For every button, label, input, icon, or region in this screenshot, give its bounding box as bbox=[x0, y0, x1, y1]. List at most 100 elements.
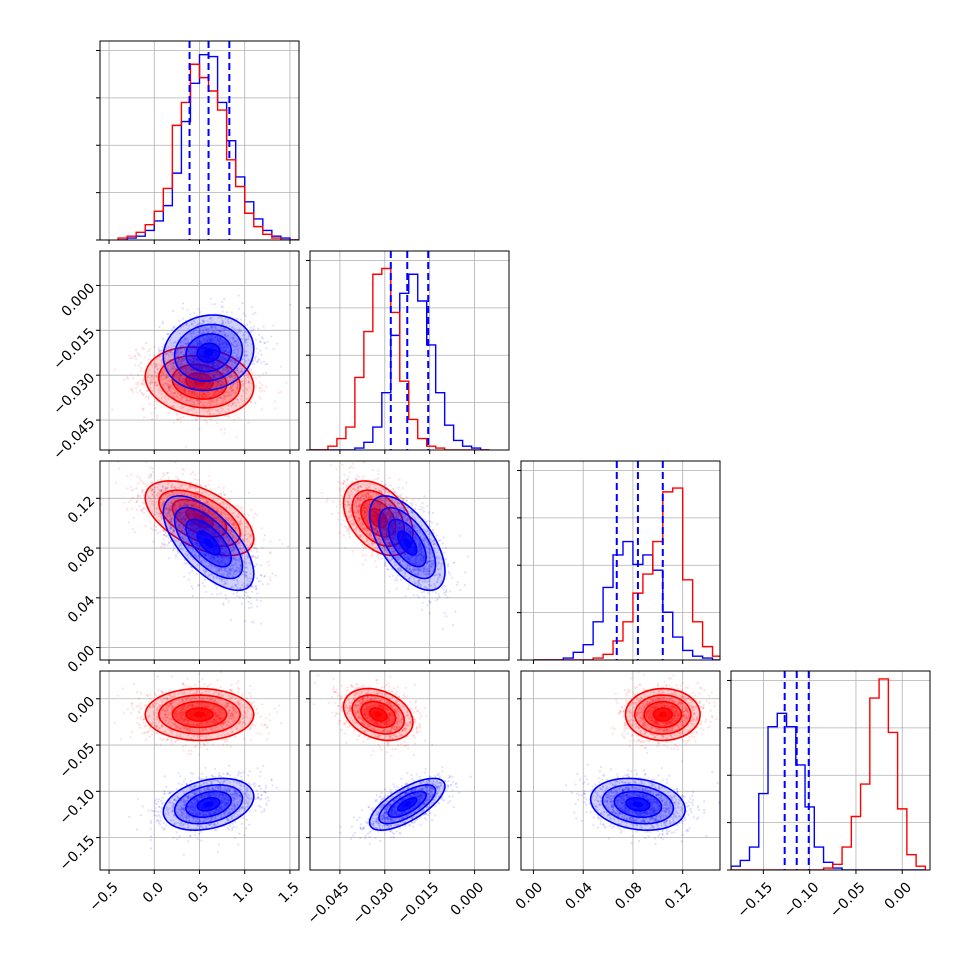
contour-red-0 bbox=[652, 707, 673, 722]
contour-red-1 bbox=[171, 700, 228, 729]
ticks-3-3 bbox=[727, 679, 903, 874]
density-fill-blue-4 bbox=[203, 537, 214, 549]
contour-red-3 bbox=[144, 346, 255, 418]
contour-blue-2 bbox=[173, 506, 244, 580]
contour-red-2 bbox=[157, 489, 242, 548]
x-tick-label-p0: −0.5 bbox=[86, 879, 121, 914]
contour-red-3 bbox=[342, 480, 414, 557]
x-tick-label-p2: 0.04 bbox=[563, 879, 596, 912]
x-tick-label-p2: 0.08 bbox=[612, 879, 645, 912]
x-tick-label-p3: −0.10 bbox=[781, 879, 823, 921]
ticks-0-0 bbox=[96, 49, 291, 244]
ticks-2-1 bbox=[306, 497, 476, 664]
hist-red-series bbox=[117, 63, 299, 240]
hist-blue-series bbox=[310, 273, 490, 450]
contour-blue-1 bbox=[185, 790, 233, 818]
scatter-panel-2-1 bbox=[310, 461, 509, 660]
contour-red-3 bbox=[144, 480, 255, 557]
y-tick-label-p3: −0.15 bbox=[57, 833, 99, 875]
contour-blue-2 bbox=[173, 783, 244, 825]
y-tick-label-p1: −0.015 bbox=[50, 325, 98, 373]
density-fill-blue-4 bbox=[203, 801, 214, 808]
hist-panel-0 bbox=[100, 41, 299, 240]
contour-blue-1 bbox=[387, 790, 427, 818]
contour-red-0 bbox=[368, 707, 388, 722]
contour-red-1 bbox=[360, 498, 397, 538]
contour-red-2 bbox=[351, 489, 406, 548]
contour-blue-3 bbox=[368, 495, 446, 592]
contour-blue-2 bbox=[601, 783, 675, 825]
contour-blue-2 bbox=[378, 783, 437, 825]
x-tick-label-p0: 0.5 bbox=[185, 879, 212, 906]
contour-red-3 bbox=[144, 687, 255, 742]
contour-blue-2 bbox=[378, 506, 437, 580]
density-fill-blue-4 bbox=[203, 348, 214, 357]
density-fill-blue-4 bbox=[632, 801, 644, 808]
panel-frame-3-2 bbox=[520, 670, 721, 871]
x-tick-label-p2: 0.12 bbox=[662, 879, 695, 912]
x-tick-label-p0: 1.0 bbox=[230, 879, 257, 906]
hist-red-series bbox=[533, 487, 720, 660]
panel-frame-2-2 bbox=[520, 460, 721, 661]
contour-red-2 bbox=[351, 694, 406, 735]
panel-frame-3-1 bbox=[309, 670, 510, 871]
y-tick-label-p2: 0.04 bbox=[65, 593, 98, 626]
y-tick-label-p1: −0.030 bbox=[50, 370, 98, 418]
density-fill-red-4 bbox=[374, 711, 382, 718]
x-tick-label-p0: 0.0 bbox=[140, 879, 167, 906]
scatter-panel-3-0 bbox=[100, 671, 299, 870]
contour-blue-3 bbox=[368, 777, 446, 832]
contour-blue-0 bbox=[196, 342, 221, 364]
y-tick-label-p3: −0.10 bbox=[57, 786, 99, 828]
x-tick-label-p3: 0.00 bbox=[882, 879, 915, 912]
contour-blue-1 bbox=[613, 790, 663, 818]
ticks-3-2 bbox=[517, 698, 684, 874]
contour-blue-3 bbox=[589, 777, 687, 832]
panel-frame-3-3 bbox=[730, 670, 931, 871]
density-fill-blue-4 bbox=[403, 801, 412, 808]
contour-blue-0 bbox=[396, 797, 418, 812]
ticks-3-1 bbox=[306, 698, 476, 874]
contour-blue-0 bbox=[625, 797, 651, 812]
y-tick-label-p3: −0.05 bbox=[57, 740, 99, 782]
ticks-1-0 bbox=[96, 284, 291, 454]
contour-red-3 bbox=[342, 687, 414, 742]
contour-blue-3 bbox=[162, 777, 255, 832]
hist-panel-3 bbox=[731, 671, 930, 870]
panel-frame-2-1 bbox=[309, 460, 510, 661]
contour-blue-0 bbox=[396, 530, 418, 556]
contour-blue-1 bbox=[185, 518, 233, 568]
contour-red-0 bbox=[185, 707, 214, 722]
x-tick-label-p3: −0.05 bbox=[827, 879, 869, 921]
contour-red-2 bbox=[633, 694, 692, 735]
ticks-1-1 bbox=[306, 259, 476, 454]
x-tick-label-p1: −0.030 bbox=[350, 879, 398, 927]
ticks-2-0 bbox=[96, 497, 291, 664]
y-tick-label-p3: 0.00 bbox=[65, 694, 98, 727]
density-fill-red-4 bbox=[658, 711, 667, 718]
panel-frame-1-1 bbox=[309, 250, 510, 451]
ticks-2-2 bbox=[517, 469, 684, 664]
contour-blue-0 bbox=[196, 530, 221, 556]
scatter-panel-2-0 bbox=[100, 461, 299, 660]
x-tick-label-p2: 0.00 bbox=[513, 879, 546, 912]
hist-red-series bbox=[731, 678, 927, 870]
scatter-panel-3-2 bbox=[521, 671, 720, 870]
density-fill-blue-4 bbox=[403, 537, 412, 549]
contour-blue-1 bbox=[387, 518, 427, 568]
x-tick-label-p1: 0.000 bbox=[448, 879, 488, 919]
contour-red-3 bbox=[624, 687, 701, 742]
y-tick-label-p1: −0.045 bbox=[50, 415, 98, 463]
y-tick-label-p2: 0.08 bbox=[65, 543, 98, 576]
contour-red-1 bbox=[360, 700, 397, 729]
contour-blue-1 bbox=[185, 333, 233, 373]
x-tick-label-p1: −0.045 bbox=[305, 879, 353, 927]
x-tick-label-p0: 1.5 bbox=[276, 879, 303, 906]
hist-panel-1 bbox=[310, 251, 509, 450]
contour-red-1 bbox=[643, 700, 683, 729]
contour-red-2 bbox=[157, 694, 242, 735]
scatter-panel-1-0 bbox=[100, 251, 299, 450]
x-tick-label-p3: −0.15 bbox=[734, 879, 776, 921]
contour-blue-0 bbox=[196, 797, 221, 812]
